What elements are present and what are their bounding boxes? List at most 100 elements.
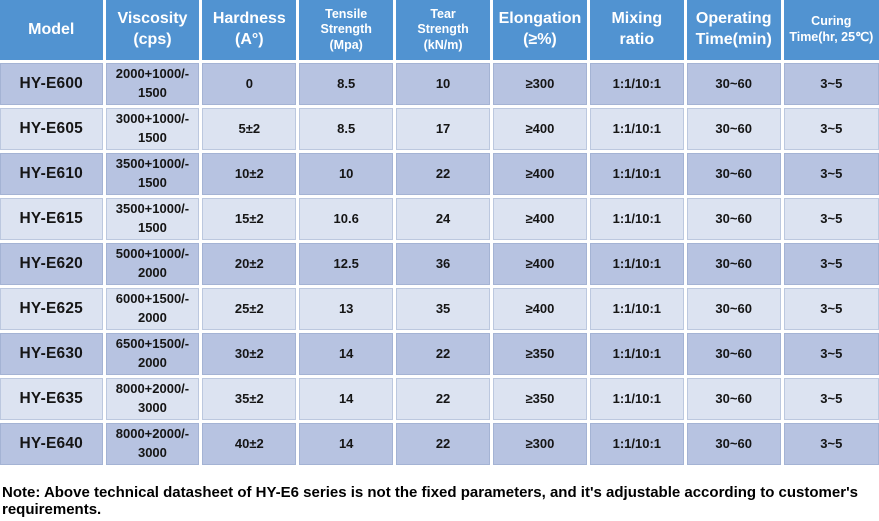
elongation-cell: ≥400 — [491, 196, 590, 243]
hardness-cell: 35±2 — [200, 376, 300, 423]
tensile-strength-cell: 10.6 — [297, 196, 397, 243]
operating-time-cell: 30~60 — [685, 196, 784, 243]
column-header-mixing-ratio: Mixing ratio — [588, 0, 687, 63]
note-text: Note: Above technical datasheet of HY-E6… — [2, 484, 858, 518]
mixing-ratio-cell: 1:1/10:1 — [588, 61, 687, 108]
viscosity-cell: 3500+1000/- 1500 — [104, 151, 203, 198]
model-cell: HY-E640 — [0, 421, 106, 468]
operating-time-cell: 30~60 — [685, 331, 784, 378]
table-row: HY-E600 2000+1000/- 1500 0 8.5 10 ≥300 1:1/10:… — [0, 61, 879, 108]
tensile-strength-cell: 8.5 — [297, 106, 397, 153]
column-header-tensile-strength: Tensile Strength (Mpa) — [297, 0, 397, 63]
operating-time-cell: 30~60 — [685, 61, 784, 108]
tear-strength-cell: 35 — [394, 286, 493, 333]
curing-time-cell: 3~5 — [782, 151, 879, 198]
tensile-strength-cell: 13 — [297, 286, 397, 333]
model-cell: HY-E615 — [0, 196, 106, 243]
tear-strength-cell: 22 — [394, 331, 493, 378]
elongation-cell: ≥400 — [491, 241, 590, 288]
tensile-strength-cell: 14 — [297, 376, 397, 423]
table-body: HY-E600 2000+1000/- 1500 0 8.5 10 ≥300 1:1/10:… — [0, 61, 879, 468]
hardness-cell: 10±2 — [200, 151, 300, 198]
viscosity-cell: 3000+1000/- 1500 — [104, 106, 203, 153]
hardness-cell: 0 — [200, 61, 300, 108]
operating-time-cell: 30~60 — [685, 151, 784, 198]
elongation-cell: ≥400 — [491, 151, 590, 198]
tensile-strength-cell: 14 — [297, 331, 397, 378]
viscosity-cell: 8000+2000/- 3000 — [104, 376, 203, 423]
header-row: Model Viscosity (cps) Hardness (A°) Tensile… — [0, 0, 879, 63]
operating-time-cell: 30~60 — [685, 241, 784, 288]
column-header-operating-time: Operating Time(min) — [685, 0, 784, 63]
curing-time-cell: 3~5 — [782, 106, 879, 153]
operating-time-cell: 30~60 — [685, 106, 784, 153]
table-row: HY-E620 5000+1000/- 2000 20±2 12.5 36 ≥400 1:1… — [0, 241, 879, 288]
table-row: HY-E625 6000+1500/- 2000 25±2 13 35 ≥400 1:1/1… — [0, 286, 879, 333]
viscosity-cell: 8000+2000/- 3000 — [104, 421, 203, 468]
table-row: HY-E615 3500+1000/- 1500 15±2 10.6 24 ≥400 1:1… — [0, 196, 879, 243]
model-cell: HY-E625 — [0, 286, 106, 333]
model-cell: HY-E630 — [0, 331, 106, 378]
tear-strength-cell: 22 — [394, 376, 493, 423]
mixing-ratio-cell: 1:1/10:1 — [588, 106, 687, 153]
curing-time-cell: 3~5 — [782, 286, 879, 333]
hardness-cell: 15±2 — [200, 196, 300, 243]
column-header-tear-strength: Tear Strength (kN/m) — [394, 0, 493, 63]
curing-time-cell: 3~5 — [782, 196, 879, 243]
tear-strength-cell: 22 — [394, 421, 493, 468]
tear-strength-cell: 24 — [394, 196, 493, 243]
model-cell: HY-E610 — [0, 151, 106, 198]
column-header-hardness: Hardness (A°) — [200, 0, 300, 63]
viscosity-cell: 6000+1500/- 2000 — [104, 286, 203, 333]
table-row: HY-E640 8000+2000/- 3000 40±2 14 22 ≥300 1:1/1… — [0, 421, 879, 468]
curing-time-cell: 3~5 — [782, 376, 879, 423]
model-cell: HY-E635 — [0, 376, 106, 423]
curing-time-cell: 3~5 — [782, 61, 879, 108]
tear-strength-cell: 17 — [394, 106, 493, 153]
hardness-cell: 30±2 — [200, 331, 300, 378]
mixing-ratio-cell: 1:1/10:1 — [588, 241, 687, 288]
elongation-cell: ≥350 — [491, 376, 590, 423]
operating-time-cell: 30~60 — [685, 286, 784, 333]
hardness-cell: 25±2 — [200, 286, 300, 333]
tear-strength-cell: 10 — [394, 61, 493, 108]
elongation-cell: ≥350 — [491, 331, 590, 378]
hardness-cell: 5±2 — [200, 106, 300, 153]
column-header-curing-time: Curing Time(hr, 25℃) — [782, 0, 879, 63]
viscosity-cell: 5000+1000/- 2000 — [104, 241, 203, 288]
tensile-strength-cell: 12.5 — [297, 241, 397, 288]
operating-time-cell: 30~60 — [685, 376, 784, 423]
column-header-elongation: Elongation (≥%) — [491, 0, 590, 63]
viscosity-cell: 3500+1000/- 1500 — [104, 196, 203, 243]
elongation-cell: ≥300 — [491, 421, 590, 468]
model-cell: HY-E605 — [0, 106, 106, 153]
curing-time-cell: 3~5 — [782, 331, 879, 378]
tensile-strength-cell: 8.5 — [297, 61, 397, 108]
table-header-row: Model Viscosity (cps) Hardness (A°) Tensile… — [0, 0, 879, 63]
tear-strength-cell: 22 — [394, 151, 493, 198]
tear-strength-cell: 36 — [394, 241, 493, 288]
elongation-cell: ≥400 — [491, 106, 590, 153]
curing-time-cell: 3~5 — [782, 421, 879, 468]
table-row: HY-E605 3000+1000/- 1500 5±2 8.5 17 ≥400 1:1/1… — [0, 106, 879, 153]
viscosity-cell: 2000+1000/- 1500 — [104, 61, 203, 108]
tensile-strength-cell: 10 — [297, 151, 397, 198]
table-row: HY-E630 6500+1500/- 2000 30±2 14 22 ≥350 1:1/1… — [0, 331, 879, 378]
table-row: HY-E610 3500+1000/- 1500 10±2 10 22 ≥400 1:1/1… — [0, 151, 879, 198]
column-header-model: Model — [0, 0, 106, 63]
mixing-ratio-cell: 1:1/10:1 — [588, 151, 687, 198]
elongation-cell: ≥300 — [491, 61, 590, 108]
mixing-ratio-cell: 1:1/10:1 — [588, 196, 687, 243]
technical-datasheet-table: Model Viscosity (cps) Hardness (A°) Tensile… — [0, 0, 879, 468]
viscosity-cell: 6500+1500/- 2000 — [104, 331, 203, 378]
table-row: HY-E635 8000+2000/- 3000 35±2 14 22 ≥350 1:1/1… — [0, 376, 879, 423]
hardness-cell: 40±2 — [200, 421, 300, 468]
mixing-ratio-cell: 1:1/10:1 — [588, 286, 687, 333]
model-cell: HY-E600 — [0, 61, 106, 108]
curing-time-cell: 3~5 — [782, 241, 879, 288]
mixing-ratio-cell: 1:1/10:1 — [588, 421, 687, 468]
hardness-cell: 20±2 — [200, 241, 300, 288]
mixing-ratio-cell: 1:1/10:1 — [588, 331, 687, 378]
operating-time-cell: 30~60 — [685, 421, 784, 468]
elongation-cell: ≥400 — [491, 286, 590, 333]
